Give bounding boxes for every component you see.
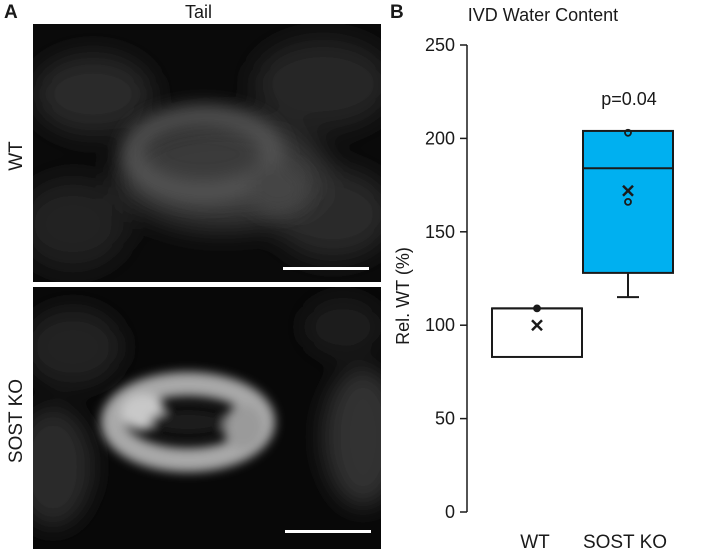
box-rect (491, 307, 583, 358)
y-tick-label: 50 (435, 409, 455, 429)
data-point (624, 198, 632, 206)
x-tick-label: WT (520, 532, 550, 553)
box-rect (582, 129, 674, 274)
box-plot: IVD Water Content Rel. WT (%) p=0.04 0 50… (393, 5, 674, 553)
wt-scale-bar (283, 267, 369, 270)
x-tick-label: SOST KO (583, 532, 667, 553)
y-tick-label: 200 (425, 128, 455, 148)
wt-micrograph-image (33, 24, 381, 282)
p-value-annotation: p=0.04 (601, 89, 657, 109)
box-wt (491, 304, 583, 358)
wt-micrograph (33, 24, 381, 282)
y-tick-label: 250 (425, 35, 455, 55)
sost-ko-micrograph (33, 287, 381, 549)
sost-ko-scale-bar (285, 530, 371, 533)
data-point (624, 128, 632, 137)
box-sost-ko (582, 128, 674, 299)
data-point (533, 304, 541, 313)
panel-b-letter: B (390, 2, 404, 23)
panel-a-column-title: Tail (185, 2, 213, 22)
chart-title: IVD Water Content (468, 5, 618, 25)
sost-ko-micrograph-image (33, 287, 381, 549)
y-tick-label: 0 (445, 502, 455, 522)
mean-marker (531, 319, 543, 332)
y-tick-label: 100 (425, 315, 455, 335)
mean-marker (622, 184, 634, 197)
y-axis-label: Rel. WT (%) (393, 247, 413, 345)
row-label-sost-ko: SOST KO (6, 378, 27, 464)
row-label-wt: WT (6, 141, 27, 171)
y-tick-label: 150 (425, 222, 455, 242)
panel-a-letter: A (4, 2, 18, 23)
